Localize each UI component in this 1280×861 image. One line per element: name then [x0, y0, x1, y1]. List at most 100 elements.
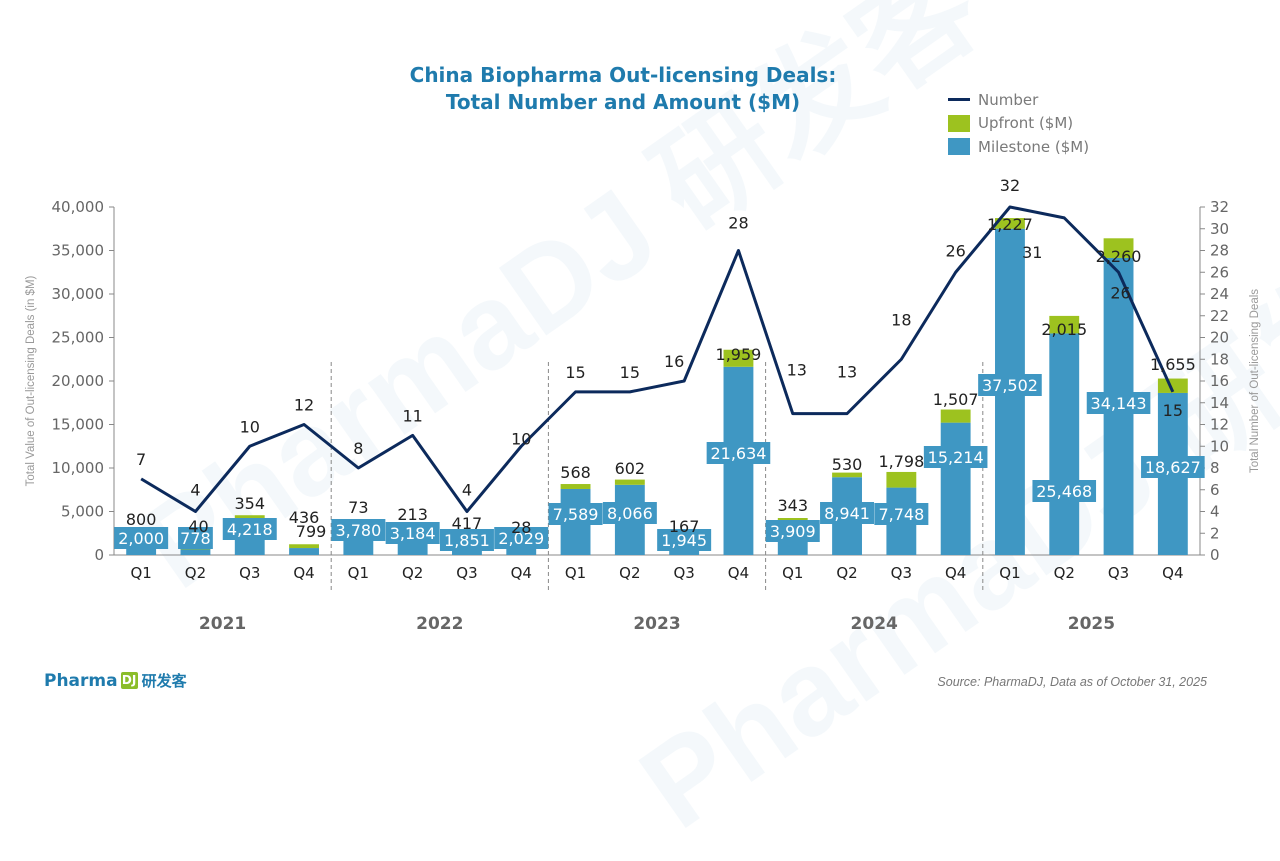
- legend-item-upfront: Upfront ($M): [948, 112, 1089, 136]
- milestone-label: 34,143: [1091, 394, 1147, 413]
- y2-tick-label: 4: [1210, 503, 1220, 521]
- y2-tick-label: 18: [1210, 350, 1229, 368]
- milestone-label: 7,748: [878, 505, 924, 524]
- number-label: 26: [945, 241, 965, 260]
- y2-tick-label: 14: [1210, 394, 1229, 412]
- chart-title-line2: Total Number and Amount ($M): [445, 90, 801, 114]
- upfront-label: 2,260: [1096, 247, 1142, 266]
- milestone-label: 799: [296, 522, 327, 541]
- milestone-label: 7,589: [553, 505, 599, 524]
- y-tick-label: 0: [94, 546, 104, 564]
- upfront-bar: [832, 472, 862, 478]
- y2-tick-label: 30: [1210, 220, 1229, 238]
- y-tick-label: 10,000: [52, 459, 105, 477]
- milestone-label-box: [439, 529, 494, 551]
- x-tick-label: Q4: [1162, 564, 1183, 582]
- milestone-label-box: [548, 503, 603, 525]
- x-tick-label: Q2: [836, 564, 857, 582]
- number-label: 13: [787, 361, 807, 380]
- milestone-label-box: [706, 442, 771, 464]
- upfront-label: 1,227: [987, 215, 1033, 234]
- milestone-label-box: [978, 374, 1042, 396]
- logo-text: Pharma: [44, 670, 118, 691]
- x-tick-label: Q4: [511, 564, 532, 582]
- number-label: 7: [136, 450, 146, 469]
- y2-tick-label: 2: [1210, 524, 1220, 542]
- milestone-bar: [940, 422, 971, 555]
- y2-axis-title: Total Number of Out-licensing Deals: [1249, 289, 1261, 473]
- x-tick-label: Q2: [619, 564, 640, 582]
- upfront-label: 354: [234, 494, 265, 513]
- x-tick-label: Q2: [402, 564, 423, 582]
- x-tick-label: Q1: [130, 564, 151, 582]
- chart-svg: 0 5,000 10,000 15,000 20,000 25,000 30,000 35,0…: [25, 176, 1261, 634]
- y2-tick-label: 26: [1210, 263, 1229, 281]
- upfront-bar: [940, 409, 971, 423]
- y-axis-title: Total Value of Out-licensing Deals (in $…: [25, 275, 37, 486]
- milestone-label-box: [222, 518, 277, 540]
- x-tick-label: Q2: [185, 564, 206, 582]
- upfront-bar: [560, 484, 591, 489]
- number-label: 31: [1022, 243, 1042, 262]
- milestone-label-box: [602, 502, 657, 524]
- y2-tick-label: 20: [1210, 329, 1229, 347]
- number-label: 13: [837, 363, 857, 382]
- milestone-label-box: [1032, 480, 1097, 502]
- milestone-label-box: [1141, 456, 1205, 478]
- milestone-label-box: [178, 527, 213, 549]
- x-tick-label: Q3: [1108, 564, 1129, 582]
- milestone-label-box: [1086, 392, 1151, 414]
- upfront-label: 28: [511, 518, 531, 537]
- upfront-label: 800: [126, 510, 157, 529]
- logo-dj-icon: DJ: [120, 672, 138, 689]
- number-label: 16: [664, 352, 684, 371]
- y2-tick-label: 6: [1210, 481, 1220, 499]
- milestone-bar: [180, 548, 211, 555]
- year-label: 2024: [851, 614, 898, 634]
- milestone-label-box: [331, 519, 386, 541]
- y2-tick-label: 10: [1210, 437, 1229, 455]
- number-label: 12: [294, 396, 314, 415]
- number-label: 15: [620, 363, 640, 382]
- legend-swatch-icon: [948, 114, 970, 132]
- y2-tick-label: 28: [1210, 242, 1229, 260]
- y-tick-label: 20,000: [52, 372, 105, 390]
- number-label: 4: [462, 481, 472, 500]
- number-label: 15: [565, 363, 585, 382]
- y2-tick-label: 22: [1210, 307, 1229, 325]
- number-label: 18: [891, 310, 911, 329]
- y-tick-label: 35,000: [52, 242, 105, 260]
- upfront-label: 1,798: [878, 452, 924, 471]
- milestone-bar: [1049, 333, 1080, 555]
- x-tick-label: Q1: [565, 564, 586, 582]
- legend-label: Number: [978, 90, 1039, 109]
- upfront-label: 568: [560, 463, 591, 482]
- y-tick-label: 25,000: [52, 329, 105, 347]
- upfront-bar: [234, 515, 265, 519]
- upfront-label: 2,015: [1041, 320, 1087, 339]
- milestone-label-box: [114, 527, 169, 549]
- chart-title-line1: China Biopharma Out-licensing Deals:: [409, 63, 837, 87]
- milestone-label: 2,000: [118, 529, 164, 548]
- milestone-label: 37,502: [982, 376, 1038, 395]
- y2-tick-label: 24: [1210, 285, 1229, 303]
- y-tick-label: 40,000: [52, 198, 105, 216]
- milestone-label: 4,218: [227, 520, 273, 539]
- upfront-label: 40: [188, 517, 208, 536]
- year-label: 2025: [1068, 614, 1115, 634]
- milestone-bar: [289, 548, 319, 555]
- number-label: 28: [728, 214, 748, 233]
- upfront-label: 417: [452, 514, 483, 533]
- number-label: 10: [240, 417, 260, 436]
- upfront-label: 530: [832, 455, 863, 474]
- milestone-label: 1,945: [661, 531, 707, 550]
- number-label: 8: [353, 439, 363, 458]
- milestone-label-box: [657, 529, 712, 551]
- milestone-label: 8,066: [607, 504, 653, 523]
- number-label: 11: [402, 406, 422, 425]
- legend-item-number: Number: [948, 88, 1089, 112]
- legend-item-milestone: Milestone ($M): [948, 135, 1089, 159]
- upfront-bar: [1049, 315, 1080, 334]
- upfront-label: 1,959: [716, 345, 762, 364]
- x-tick-label: Q1: [999, 564, 1020, 582]
